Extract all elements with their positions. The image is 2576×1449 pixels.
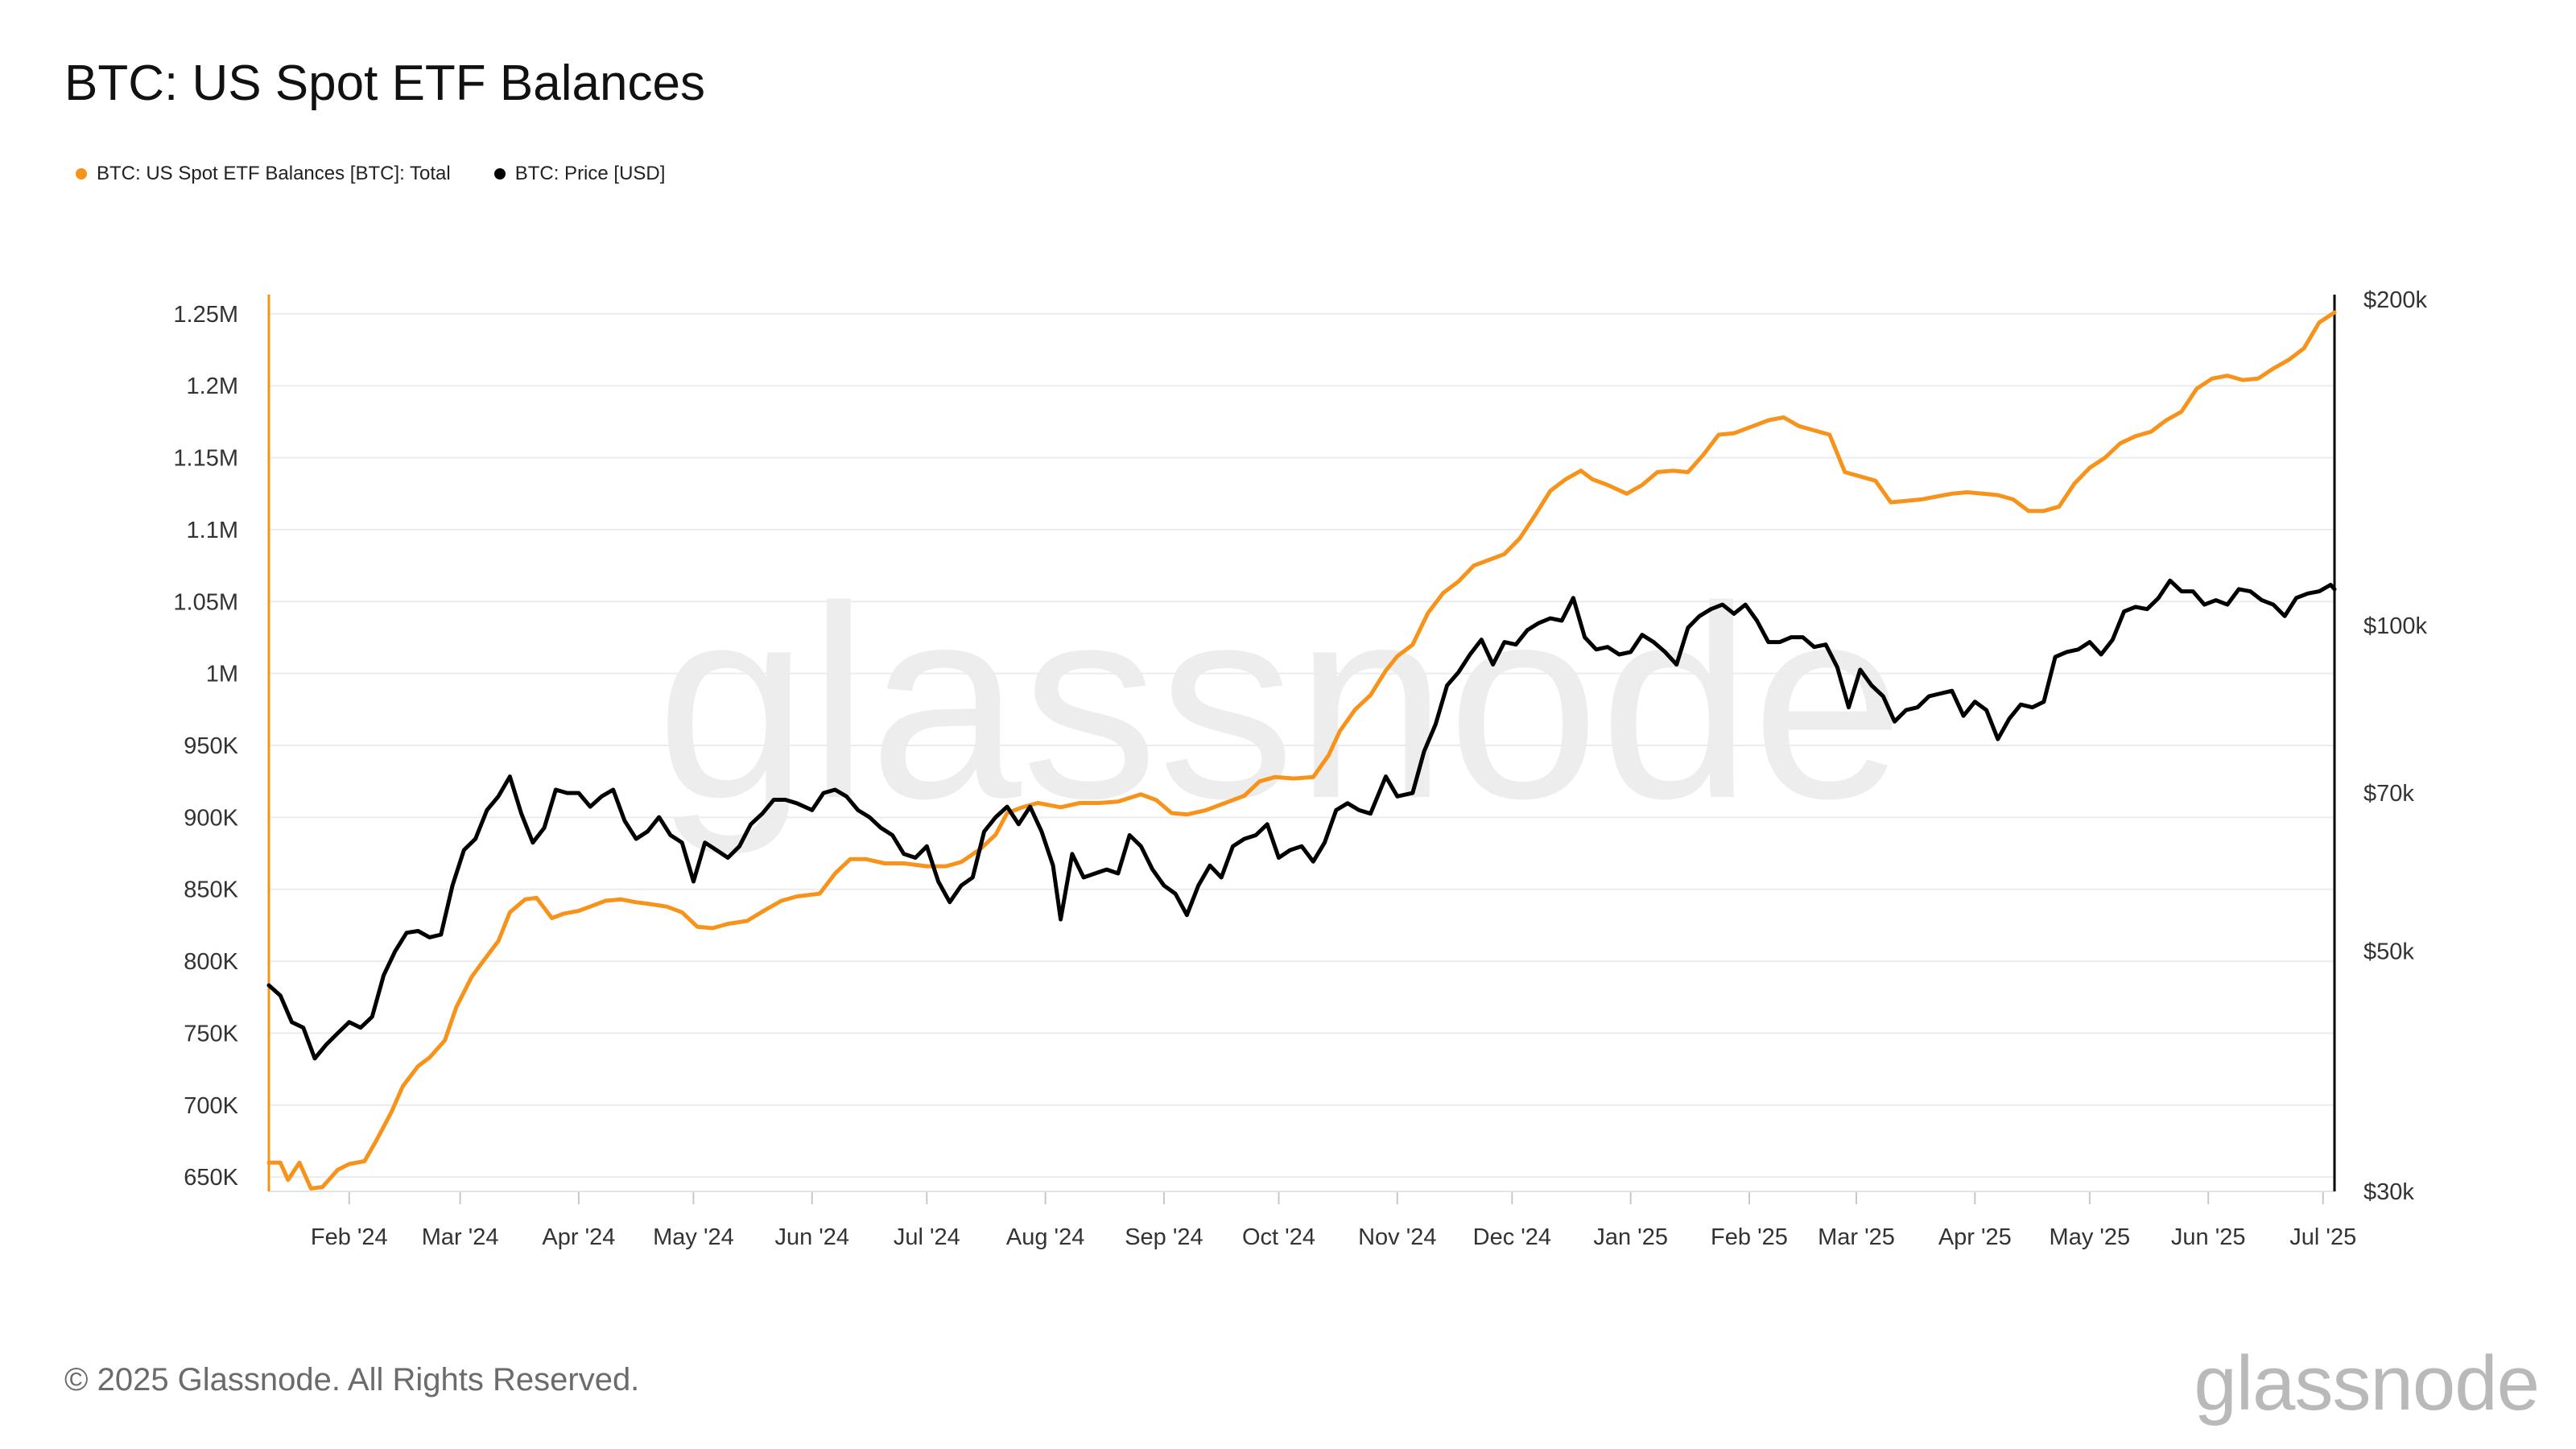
y-right-tick-label: $70k bbox=[2363, 781, 2414, 807]
x-tick-label: Feb '24 bbox=[311, 1224, 388, 1250]
series-line-price bbox=[266, 578, 2337, 1061]
y-left-tick-label: 1.2M bbox=[187, 374, 238, 399]
x-tick-label: Jan '25 bbox=[1593, 1224, 1668, 1250]
chart-title: BTC: US Spot ETF Balances bbox=[64, 56, 705, 111]
chart-watermark: glassnode bbox=[656, 550, 1904, 857]
copyright-text: © 2025 Glassnode. All Rights Reserved. bbox=[64, 1362, 640, 1397]
legend-label-etf-balances: BTC: US Spot ETF Balances [BTC]: Total bbox=[97, 163, 451, 184]
y-left-tick-label: 1.15M bbox=[173, 446, 238, 472]
x-tick-label: Aug '24 bbox=[1006, 1224, 1084, 1250]
x-tick-label: Dec '24 bbox=[1473, 1224, 1551, 1250]
y-left-tick-label: 800K bbox=[184, 949, 238, 975]
y-left-tick-label: 700K bbox=[184, 1093, 238, 1119]
legend: BTC: US Spot ETF Balances [BTC]: Total B… bbox=[76, 163, 665, 185]
y-left-tick-label: 650K bbox=[184, 1165, 238, 1191]
x-tick-label: Jul '25 bbox=[2289, 1224, 2356, 1250]
x-tick-label: Mar '25 bbox=[1818, 1224, 1895, 1250]
x-tick-label: Jun '25 bbox=[2171, 1224, 2246, 1250]
x-tick-label: Jun '24 bbox=[774, 1224, 849, 1250]
x-tick-label: Apr '24 bbox=[542, 1224, 615, 1250]
series-line-etf-balances bbox=[266, 310, 2337, 1191]
x-tick-label: Sep '24 bbox=[1125, 1224, 1203, 1250]
legend-label-price: BTC: Price [USD] bbox=[514, 163, 666, 184]
y-left-tick-label: 750K bbox=[184, 1021, 238, 1046]
legend-item-etf-balances[interactable]: BTC: US Spot ETF Balances [BTC]: Total bbox=[76, 163, 451, 185]
x-tick-label: May '24 bbox=[653, 1224, 734, 1250]
y-left-tick-label: 850K bbox=[184, 877, 238, 903]
legend-item-price[interactable]: BTC: Price [USD] bbox=[493, 163, 666, 185]
x-tick-label: May '25 bbox=[2050, 1224, 2131, 1250]
y-left-tick-label: 1.1M bbox=[187, 518, 238, 543]
x-tick-label: Mar '24 bbox=[422, 1224, 499, 1250]
y-right-tick-label: $50k bbox=[2363, 939, 2414, 965]
y-left-tick-label: 950K bbox=[184, 733, 238, 759]
y-right-tick-label: $200k bbox=[2363, 287, 2428, 313]
legend-marker-price bbox=[493, 168, 506, 180]
axes: 650K 700K 750K 800K 850K 900K 950K 1M 1.05M 1.1M 1… bbox=[173, 287, 2427, 1250]
x-tick-label: Nov '24 bbox=[1358, 1224, 1436, 1250]
y-right-tick-label: $100k bbox=[2363, 613, 2428, 639]
brand-logo: glassnode bbox=[2194, 1340, 2540, 1426]
y-left-tick-label: 1M bbox=[206, 662, 238, 687]
y-left-tick-label: 1.05M bbox=[173, 589, 238, 615]
x-tick-label: Apr '25 bbox=[1938, 1224, 2012, 1250]
y-right-tick-label: $30k bbox=[2363, 1179, 2414, 1205]
y-left-tick-label: 900K bbox=[184, 805, 238, 831]
series-lines bbox=[266, 310, 2337, 1191]
x-tick-label: Oct '24 bbox=[1242, 1224, 1315, 1250]
gridlines bbox=[269, 312, 2334, 1179]
y-left-tick-label: 1.25M bbox=[173, 302, 238, 328]
legend-marker-etf-balances bbox=[76, 168, 87, 180]
x-tick-label: Jul '24 bbox=[894, 1224, 960, 1250]
x-tick-label: Feb '25 bbox=[1711, 1224, 1788, 1250]
